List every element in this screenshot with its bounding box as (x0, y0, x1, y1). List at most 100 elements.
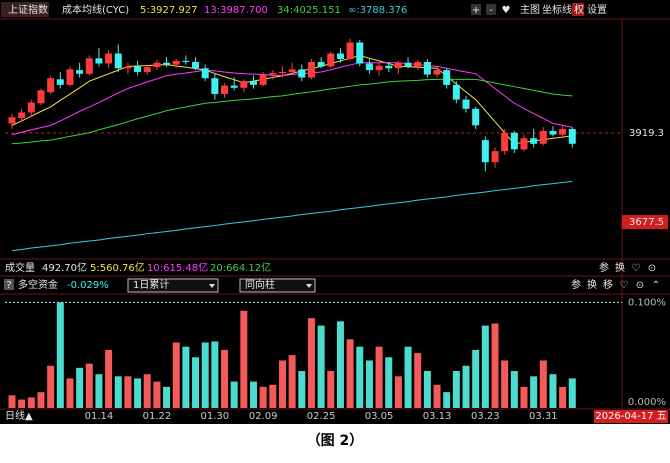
volume-icon[interactable]: ⊙ (648, 263, 656, 274)
bar (95, 374, 103, 408)
bar (230, 381, 238, 408)
candle-body (192, 62, 200, 69)
bar (27, 397, 35, 408)
tool[interactable]: 坐标线 (542, 3, 572, 16)
index-tab[interactable] (1, 2, 49, 17)
candle-body (539, 130, 547, 144)
help-icon[interactable] (4, 279, 14, 290)
candle-body (433, 70, 441, 75)
x-tick-label: 03.23 (471, 411, 500, 422)
candle-body (443, 70, 451, 85)
candle-body (27, 102, 35, 113)
funds-icon[interactable]: 参 (571, 278, 581, 291)
x-tick-label: 02.25 (307, 411, 336, 422)
bar (414, 353, 422, 408)
y-tick-label: 3677.5 (629, 217, 664, 228)
volume-total: 492.70亿 (42, 261, 87, 274)
candle-body (182, 60, 190, 62)
bar (182, 346, 190, 408)
tool[interactable]: 主图 (520, 4, 540, 16)
bar (269, 384, 277, 408)
bar (501, 360, 509, 408)
tool-box[interactable] (471, 4, 481, 15)
dropdown-arrow (209, 284, 215, 288)
funds-icon[interactable]: 换 (587, 278, 597, 291)
candle-body (317, 62, 325, 67)
dropdown[interactable] (127, 278, 219, 293)
x-tick-label: 01.14 (85, 411, 114, 422)
index-name[interactable]: 上证指数 (8, 3, 48, 16)
help-text: ? (6, 280, 11, 291)
candle-body (163, 62, 171, 65)
candle-body (549, 130, 557, 135)
bar (336, 321, 344, 408)
bar (530, 376, 538, 408)
candle-body (501, 132, 509, 152)
tool[interactable]: - (489, 5, 493, 16)
tool-box[interactable] (572, 3, 584, 16)
bar (510, 371, 518, 408)
funds-icon[interactable]: ⌃ (652, 280, 660, 291)
candle-body (307, 62, 315, 78)
bar (288, 355, 296, 408)
bar (211, 341, 219, 408)
dropdown-text[interactable]: 1日累计 (133, 278, 169, 291)
price-box (622, 215, 668, 230)
bar (163, 386, 171, 408)
legend-entry: 5:3927.927 (140, 5, 197, 16)
bar (259, 386, 267, 408)
dropdown[interactable] (239, 278, 316, 293)
candle-body (85, 58, 93, 74)
tool[interactable]: ♥ (502, 5, 511, 16)
tool[interactable]: + (472, 5, 480, 16)
candle-body (491, 151, 499, 163)
candle-body (172, 60, 180, 65)
caption: （图 2） (307, 433, 364, 449)
bar (172, 342, 180, 408)
ma-line (11, 62, 573, 136)
candle-body (134, 66, 142, 72)
candle-body (211, 78, 219, 95)
tool-box[interactable] (486, 4, 496, 15)
y-tick-label: 3919.3 (629, 128, 664, 139)
ma-line (11, 180, 573, 252)
tool[interactable]: 权 (574, 3, 584, 16)
funds-icon[interactable]: ⊙ (636, 280, 644, 291)
bar (356, 346, 364, 408)
tool[interactable]: 设置 (587, 4, 607, 16)
bar (307, 318, 315, 408)
date-box (594, 410, 668, 423)
volume-icon[interactable]: 换 (615, 261, 625, 274)
bar (8, 395, 16, 408)
bar (105, 349, 113, 408)
legend-entry: 34:4025.151 (277, 5, 341, 16)
bar (317, 325, 325, 408)
bar (433, 384, 441, 408)
candle-body (250, 81, 257, 85)
dropdown-text[interactable]: 同向柱 (245, 278, 275, 291)
funds-icon[interactable]: 移 (603, 278, 613, 291)
period[interactable]: 日线▲ (5, 409, 33, 422)
candle-body (346, 42, 354, 60)
volume-icon[interactable]: ♡ (632, 263, 641, 274)
candle-body (240, 81, 248, 88)
candle-body (423, 62, 431, 75)
bar (346, 339, 354, 408)
x-tick-label: 03.13 (423, 411, 452, 422)
candle-body (153, 62, 161, 68)
candle-body (510, 132, 518, 150)
funds-icon[interactable]: ♡ (620, 280, 629, 291)
y-tick-label: 0.000% (628, 397, 666, 408)
volume-icon[interactable]: 参 (599, 261, 609, 274)
candle-body (37, 90, 45, 104)
candle-body (356, 42, 364, 64)
bar (423, 371, 431, 408)
candle-body (124, 66, 132, 69)
candle-body (143, 67, 151, 72)
bar (568, 378, 576, 408)
candle-body (394, 62, 402, 69)
candle-body (559, 129, 567, 135)
bar (462, 365, 470, 408)
bar (134, 378, 142, 408)
